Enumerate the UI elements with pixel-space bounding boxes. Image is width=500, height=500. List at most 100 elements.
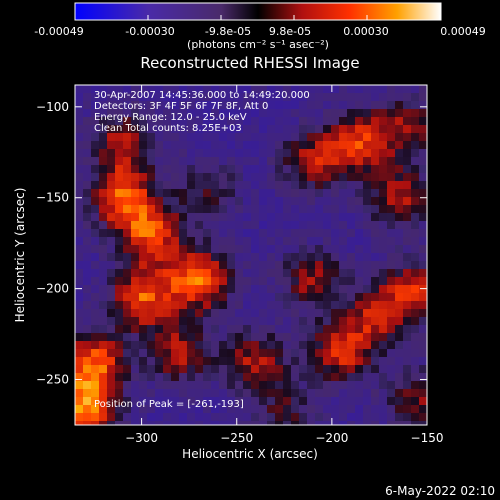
- heatmap-cell: [155, 349, 164, 358]
- heatmap-cell: [83, 157, 92, 166]
- heatmap-cell: [291, 341, 300, 350]
- heatmap-cell: [331, 237, 340, 246]
- heatmap-cell: [211, 373, 220, 382]
- heatmap-cell: [91, 205, 100, 214]
- heatmap-cell: [307, 341, 316, 350]
- heatmap-cell: [139, 213, 148, 222]
- heatmap-cell: [275, 389, 284, 398]
- heatmap-cell: [219, 413, 228, 422]
- heatmap-cell: [235, 261, 244, 270]
- heatmap-cell: [139, 229, 148, 238]
- heatmap-cell: [291, 253, 300, 262]
- heatmap-cell: [411, 389, 420, 398]
- heatmap-cell: [355, 93, 364, 102]
- heatmap-cell: [419, 197, 427, 206]
- heatmap-cell: [235, 165, 244, 174]
- heatmap-cell: [163, 333, 172, 342]
- heatmap-cell: [291, 221, 300, 230]
- heatmap-cell: [107, 213, 116, 222]
- heatmap-cell: [291, 157, 300, 166]
- heatmap-cell: [187, 181, 196, 190]
- heatmap-cell: [195, 373, 204, 382]
- heatmap-cell: [307, 269, 316, 278]
- heatmap-cell: [411, 413, 420, 422]
- heatmap-cell: [339, 277, 348, 286]
- heatmap-cell: [147, 381, 156, 390]
- heatmap-cell: [403, 333, 412, 342]
- heatmap-cell: [347, 365, 356, 374]
- heatmap-cell: [147, 261, 156, 270]
- heatmap-cell: [363, 357, 372, 366]
- heatmap-cell: [155, 109, 164, 118]
- heatmap-cell: [171, 405, 180, 414]
- heatmap-cell: [283, 277, 292, 286]
- heatmap-cell: [171, 245, 180, 254]
- heatmap-cell: [291, 317, 300, 326]
- heatmap-cell: [395, 381, 404, 390]
- heatmap-cell: [75, 357, 84, 366]
- heatmap-cell: [91, 365, 100, 374]
- heatmap-cell: [219, 317, 228, 326]
- heatmap-cell: [99, 197, 108, 206]
- heatmap-cell: [131, 373, 140, 382]
- heatmap-cell: [395, 357, 404, 366]
- heatmap-cell: [211, 285, 220, 294]
- heatmap-cell: [91, 109, 100, 118]
- heatmap-cell: [275, 301, 284, 310]
- heatmap-cell: [83, 149, 92, 158]
- heatmap-cell: [299, 189, 308, 198]
- heatmap-cell: [275, 309, 284, 318]
- heatmap-cell: [323, 341, 332, 350]
- heatmap-cell: [195, 269, 204, 278]
- heatmap-cell: [195, 125, 204, 134]
- heatmap-cell: [371, 373, 380, 382]
- heatmap-cell: [243, 149, 252, 158]
- heatmap-cell: [171, 357, 180, 366]
- heatmap-cell: [291, 141, 300, 150]
- heatmap-cell: [355, 309, 364, 318]
- heatmap-cell: [283, 141, 292, 150]
- heatmap-cell: [179, 365, 188, 374]
- heatmap-cell: [243, 213, 252, 222]
- heatmap-cell: [147, 213, 156, 222]
- heatmap-cell: [387, 293, 396, 302]
- heatmap-cell: [355, 165, 364, 174]
- heatmap-cell: [299, 213, 308, 222]
- heatmap-cell: [211, 205, 220, 214]
- heatmap-cell: [395, 389, 404, 398]
- heatmap-cell: [395, 333, 404, 342]
- heatmap-cell: [339, 301, 348, 310]
- heatmap-cell: [179, 181, 188, 190]
- heatmap-cell: [267, 301, 276, 310]
- heatmap-cell: [371, 93, 380, 102]
- heatmap-cell: [371, 317, 380, 326]
- heatmap-cell: [211, 213, 220, 222]
- heatmap-cell: [83, 101, 92, 110]
- heatmap-cell: [379, 317, 388, 326]
- heatmap-cell: [131, 421, 140, 425]
- heatmap-cell: [331, 101, 340, 110]
- heatmap-cell: [267, 93, 276, 102]
- heatmap-cell: [203, 333, 212, 342]
- heatmap-cell: [203, 109, 212, 118]
- heatmap-cell: [371, 325, 380, 334]
- heatmap-cell: [299, 157, 308, 166]
- heatmap-cell: [243, 421, 252, 425]
- heatmap-cell: [115, 141, 124, 150]
- heatmap-cell: [339, 325, 348, 334]
- heatmap-cell: [139, 117, 148, 126]
- heatmap-cell: [235, 421, 244, 425]
- heatmap-cell: [179, 173, 188, 182]
- heatmap-cell: [195, 285, 204, 294]
- heatmap-cell: [299, 125, 308, 134]
- heatmap-cell: [347, 413, 356, 422]
- heatmap-cell: [83, 293, 92, 302]
- heatmap-cell: [147, 229, 156, 238]
- heatmap-cell: [203, 197, 212, 206]
- heatmap-cell: [115, 133, 124, 142]
- heatmap-cell: [155, 325, 164, 334]
- heatmap-cell: [243, 261, 252, 270]
- heatmap-cell: [99, 133, 108, 142]
- heatmap-cell: [139, 341, 148, 350]
- heatmap-cell: [123, 173, 132, 182]
